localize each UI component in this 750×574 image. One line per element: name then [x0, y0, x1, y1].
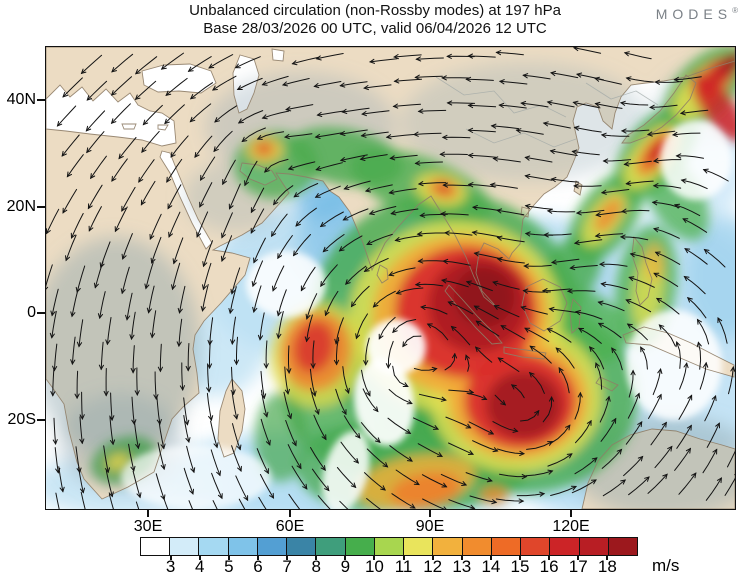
colorbar-cell — [578, 538, 608, 555]
colorbar-tick — [169, 556, 172, 560]
colorbar-tick — [548, 556, 551, 560]
y-tick-mark — [37, 419, 45, 421]
y-tick-mark — [37, 206, 45, 208]
y-tick-mark — [37, 312, 45, 314]
colorbar-tick — [606, 556, 609, 560]
y-axis-label: 0 — [27, 304, 36, 321]
colorbar-tick-label: 12 — [423, 557, 443, 574]
colorbar-tick-label: 16 — [539, 557, 559, 574]
y-tick-mark — [37, 99, 45, 101]
figure-subtitle: Base 28/03/2026 00 UTC, valid 06/04/2026… — [203, 20, 547, 37]
colorbar-cell — [461, 538, 491, 555]
colorbar-cell — [227, 538, 257, 555]
colorbar-tick-label: 10 — [364, 557, 384, 574]
colorbar-tick — [256, 556, 259, 560]
registered-mark-icon: ® — [732, 6, 738, 15]
colorbar-tick — [402, 556, 405, 560]
colorbar-cell — [403, 538, 433, 555]
colorbar-tick — [286, 556, 289, 560]
colorbar-cell — [315, 538, 345, 555]
colorbar-tick — [198, 556, 201, 560]
colorbar-cell — [198, 538, 228, 555]
colorbar-tick-label: 4 — [195, 557, 205, 574]
x-axis-label: 60E — [275, 518, 305, 535]
modes-logo: MODES® — [655, 6, 738, 22]
colorbar-tick-label: 9 — [340, 557, 351, 574]
colorbar-tick-label: 15 — [510, 557, 530, 574]
y-axis-label: 40N — [6, 91, 36, 108]
colorbar-tick — [227, 556, 230, 560]
y-axis-label: 20S — [7, 411, 36, 428]
colorbar-cell — [520, 538, 550, 555]
colorbar-tick — [519, 556, 522, 560]
colorbar-tick-label: 7 — [282, 557, 292, 574]
colorbar-cell — [373, 538, 404, 555]
colorbar-tick — [344, 556, 347, 560]
colorbar-tick-label: 13 — [452, 557, 472, 574]
colorbar-unit-label: m/s — [652, 556, 680, 574]
x-axis-label: 90E — [415, 518, 445, 535]
x-tick-mark — [429, 509, 431, 517]
colorbar-tick — [373, 556, 376, 560]
colorbar-cell — [256, 538, 287, 555]
colorbar-tick — [489, 556, 492, 560]
colorbar-cell — [141, 538, 170, 555]
colorbar-tick — [577, 556, 580, 560]
colorbar-cell — [607, 538, 637, 555]
wind-field-map — [46, 47, 735, 509]
x-tick-mark — [570, 509, 572, 517]
x-tick-mark — [289, 509, 291, 517]
colorbar-cell — [432, 538, 462, 555]
colorbar-cell — [549, 538, 579, 555]
x-axis-label: 30E — [133, 518, 163, 535]
figure-title: Unbalanced circulation (non-Rossby modes… — [189, 2, 561, 19]
colorbar-tick-label: 3 — [165, 557, 176, 574]
colorbar-cell — [490, 538, 521, 555]
colorbar-cell — [286, 538, 316, 555]
colorbar-tick — [431, 556, 434, 560]
y-axis-label: 20N — [6, 198, 36, 215]
colorbar-cell — [344, 538, 374, 555]
colorbar-tick — [460, 556, 463, 560]
x-axis-label: 120E — [552, 518, 590, 535]
colorbar-tick-label: 14 — [481, 557, 501, 574]
x-tick-mark — [147, 509, 149, 517]
colorbar-tick-label: 8 — [311, 557, 321, 574]
colorbar-tick — [315, 556, 318, 560]
colorbar — [140, 537, 638, 556]
colorbar-tick-label: 6 — [253, 557, 263, 574]
colorbar-cell — [169, 538, 199, 555]
colorbar-tick-label: 11 — [394, 557, 413, 574]
map-plot — [45, 46, 736, 510]
colorbar-tick-label: 5 — [224, 557, 234, 574]
colorbar-tick-label: 18 — [597, 557, 617, 574]
colorbar-tick-label: 17 — [568, 557, 588, 574]
